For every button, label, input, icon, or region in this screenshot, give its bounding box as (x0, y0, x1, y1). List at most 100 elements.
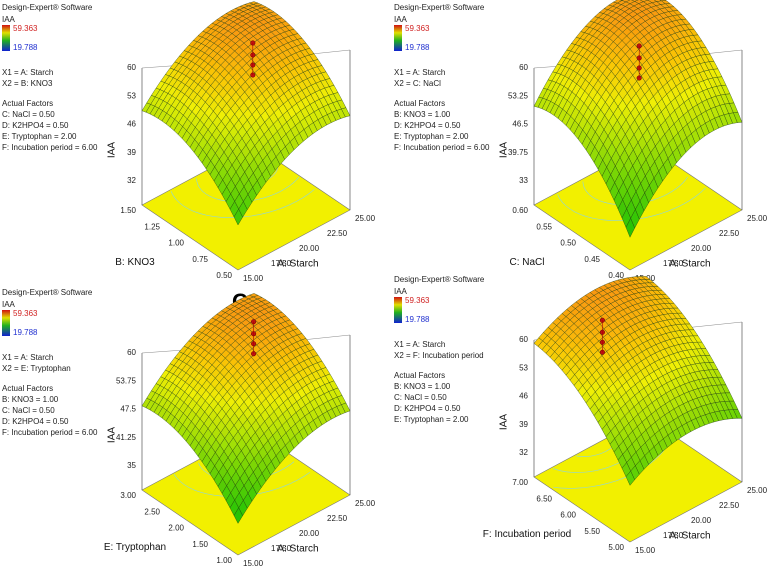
y-tick-label: 2.50 (144, 507, 160, 516)
factor: E: Tryptophan = 2.00 (394, 415, 469, 424)
z-tick-label: 60 (519, 335, 528, 344)
x-tick-label: 15.00 (243, 274, 264, 283)
x-tick-label: 17.50 (663, 259, 684, 268)
legend-min: 19.788 (13, 43, 38, 52)
factor: C: NaCl = 0.50 (2, 406, 55, 415)
y-tick-label: 0.55 (536, 222, 552, 231)
x-tick-label: 22.50 (327, 229, 348, 238)
legend-min: 19.788 (405, 43, 430, 52)
y-tick-label: 0.45 (584, 255, 600, 264)
y-tick-label: 6.00 (560, 511, 576, 520)
factor: E: Tryptophan = 2.00 (394, 132, 469, 141)
surface-cell (625, 217, 635, 238)
x-tick-label: 15.00 (243, 559, 264, 568)
z-tick-label: 47.5 (120, 405, 136, 414)
factor: F: Incubation period = 6.00 (2, 428, 98, 437)
y-tick-label: 0.50 (216, 271, 232, 280)
panel: Design-Expert® SoftwareIAA59.36319.788X1… (394, 275, 768, 555)
y-tick-label: 7.00 (512, 478, 528, 487)
legend-max: 59.363 (13, 309, 38, 318)
factor: B: KNO3 = 1.00 (394, 382, 451, 391)
z-tick-label: 32 (519, 448, 528, 457)
factor: C: NaCl = 0.50 (2, 110, 55, 119)
z-tick-label: 46 (519, 392, 528, 401)
x-axis-label: A: Starch (277, 544, 318, 555)
response-label: IAA (2, 300, 16, 309)
response-label: IAA (394, 15, 408, 24)
factors-title: Actual Factors (2, 384, 53, 393)
z-tick-label: 60 (519, 63, 528, 72)
x1-label: X1 = A: Starch (2, 353, 53, 362)
x1-label: X1 = A: Starch (394, 68, 445, 77)
x-tick-label: 17.50 (271, 544, 292, 553)
y-tick-label: 5.50 (584, 527, 600, 536)
legend-max: 59.363 (13, 24, 38, 33)
y-tick-label: 1.00 (216, 556, 232, 565)
z-tick-label: 46.5 (512, 120, 528, 129)
x-tick-label: 22.50 (719, 229, 740, 238)
x2-label: X2 = B: KNO3 (2, 79, 53, 88)
y-tick-label: 0.60 (512, 206, 528, 215)
response-label: IAA (394, 287, 408, 296)
z-tick-label: 53 (519, 363, 528, 372)
factors-title: Actual Factors (394, 371, 445, 380)
z-axis-label: IAA (499, 414, 510, 430)
y-tick-label: 1.25 (144, 222, 160, 231)
color-bar (2, 25, 10, 51)
x-tick-label: 20.00 (299, 244, 320, 253)
z-tick-label: 46 (127, 120, 136, 129)
y-tick-label: 1.00 (168, 239, 184, 248)
x-axis-label: A: Starch (669, 259, 710, 270)
x-tick-label: 25.00 (355, 214, 376, 223)
z-tick-label: 39 (127, 148, 136, 157)
panel: Design-Expert® SoftwareIAA59.36319.788X1… (394, 0, 768, 283)
x-tick-label: 22.50 (719, 501, 740, 510)
z-tick-label: 53 (127, 91, 136, 100)
factors-title: Actual Factors (2, 99, 53, 108)
color-bar (2, 310, 10, 336)
x1-label: X1 = A: Starch (394, 340, 445, 349)
factor: F: Incubation period = 6.00 (2, 143, 98, 152)
x-tick-label: 22.50 (327, 514, 348, 523)
panel: Design-Expert® SoftwareIAA59.36319.788X1… (2, 288, 376, 568)
y-tick-label: 6.50 (536, 494, 552, 503)
surface-cell (233, 507, 243, 524)
y-tick-label: 0.40 (608, 271, 624, 280)
z-axis-label: IAA (499, 142, 510, 158)
x-axis-label: A: Starch (277, 259, 318, 270)
z-tick-label: 53.75 (116, 376, 137, 385)
factor: B: KNO3 = 1.00 (394, 110, 451, 119)
response-label: IAA (2, 15, 16, 24)
z-tick-label: 53.25 (508, 91, 529, 100)
x1-label: X1 = A: Starch (2, 68, 53, 77)
factor: B: KNO3 = 1.00 (2, 395, 59, 404)
software-label: Design-Expert® Software (2, 288, 93, 297)
x2-label: X2 = F: Incubation period (394, 351, 484, 360)
legend-max: 59.363 (405, 296, 430, 305)
factor: D: K2HPO4 = 0.50 (2, 417, 69, 426)
y-axis-label: B: KNO3 (115, 257, 155, 268)
color-bar (394, 25, 402, 51)
z-tick-label: 33 (519, 176, 528, 185)
x-tick-label: 20.00 (691, 516, 712, 525)
z-axis-label: IAA (107, 142, 118, 158)
x-tick-label: 20.00 (299, 529, 320, 538)
contour (170, 189, 315, 218)
x-tick-label: 15.00 (635, 546, 656, 555)
software-label: Design-Expert® Software (394, 3, 485, 12)
y-axis-label: C: NaCl (509, 257, 544, 268)
x-tick-label: 25.00 (355, 499, 376, 508)
surface-cell (233, 208, 243, 226)
factor: F: Incubation period = 6.00 (394, 143, 490, 152)
contour (557, 187, 706, 221)
legend-min: 19.788 (405, 315, 430, 324)
y-axis-label: E: Tryptophan (104, 542, 166, 553)
z-tick-label: 32 (127, 176, 136, 185)
z-tick-label: 60 (127, 348, 136, 357)
z-tick-label: 35 (127, 461, 136, 470)
factor: D: K2HPO4 = 0.50 (2, 121, 69, 130)
factor: D: K2HPO4 = 0.50 (394, 121, 461, 130)
factor: C: NaCl = 0.50 (394, 393, 447, 402)
x2-label: X2 = C: NaCl (394, 79, 441, 88)
